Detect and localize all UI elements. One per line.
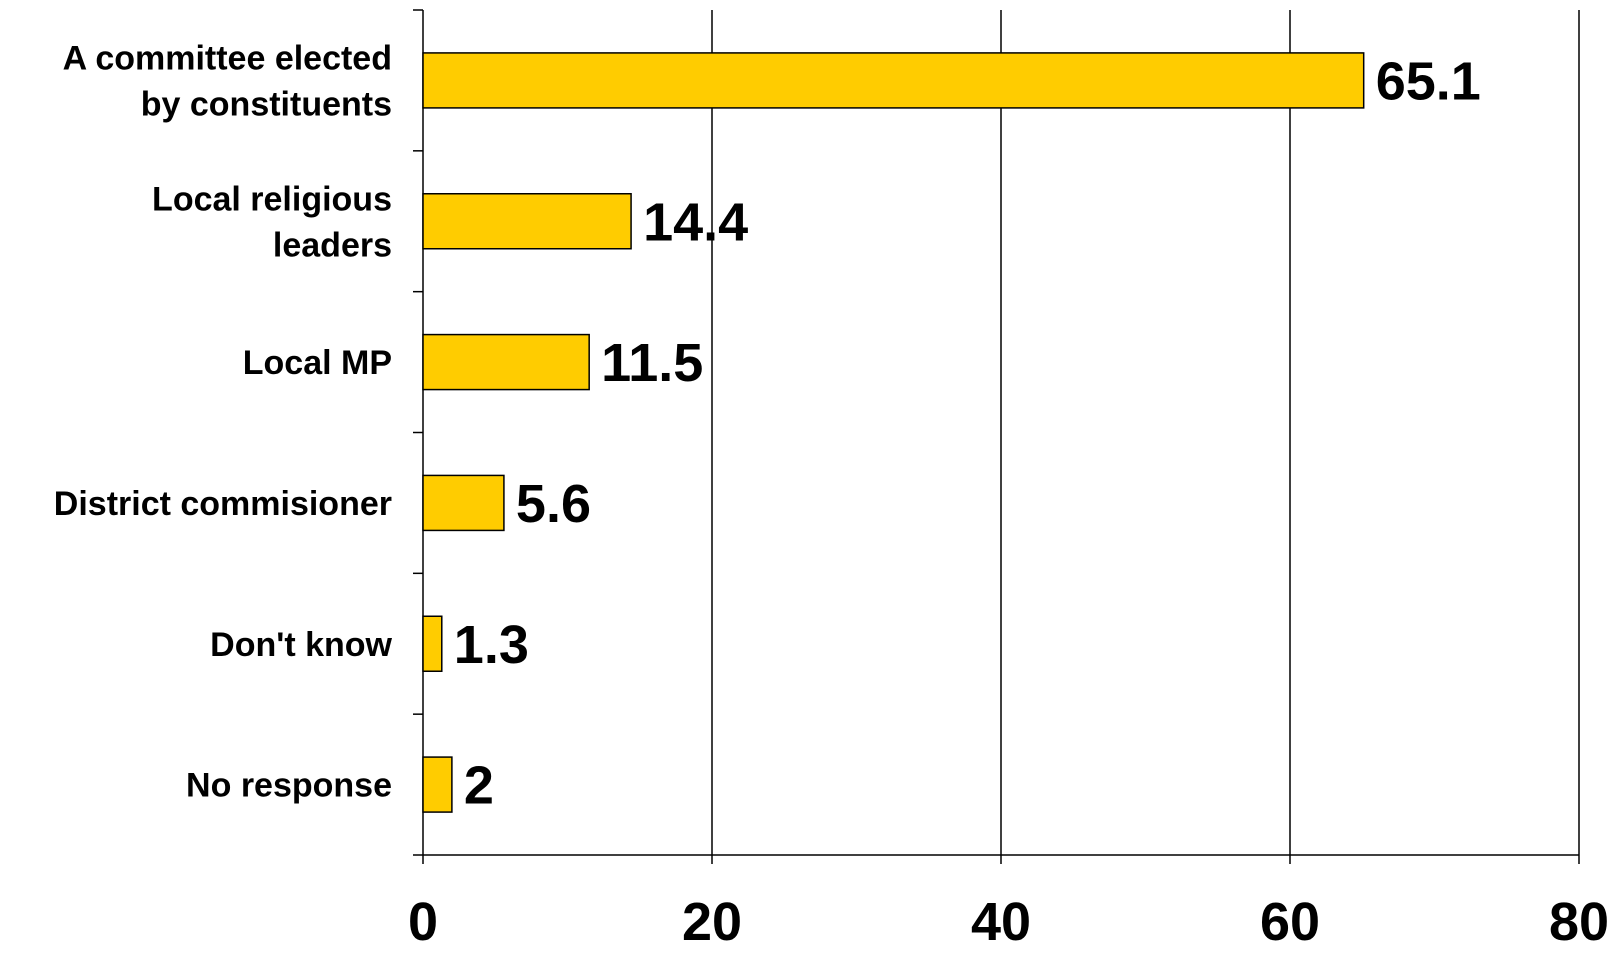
category-label-line: No response: [186, 767, 392, 805]
category-label: No response: [186, 767, 392, 805]
bar: [422, 615, 443, 672]
category-label: Local MP: [243, 344, 392, 382]
bar: [422, 474, 505, 532]
value-label: 2: [464, 756, 494, 816]
value-label: 11.5: [601, 333, 703, 393]
bar: [422, 193, 632, 250]
category-label-line: Don't know: [210, 626, 392, 664]
labels: 0 20 40 60 80 65.1 A committee elected by const…: [54, 39, 1609, 952]
category-label-line: leaders: [273, 226, 392, 264]
value-label: 5.6: [516, 474, 591, 534]
category-label-line: Local MP: [243, 344, 392, 382]
category-label-line: by constituents: [141, 85, 392, 123]
x-tick-label: 60: [1260, 892, 1320, 952]
value-label: 14.4: [643, 192, 748, 252]
category-label-line: Local religious: [152, 180, 392, 218]
value-label: 65.1: [1376, 51, 1481, 111]
x-tick-label: 80: [1549, 892, 1609, 952]
category-label-line: A committee elected: [63, 39, 392, 77]
x-tick-label: 20: [682, 892, 742, 952]
value-label: 1.3: [454, 615, 529, 675]
x-tick-label: 0: [408, 892, 438, 952]
axes: [413, 9, 1580, 864]
bar: [422, 333, 590, 391]
bar: [422, 52, 1365, 109]
bars: [422, 52, 1365, 813]
category-label: Local religious leaders: [152, 180, 392, 264]
category-label: Don't know: [210, 626, 392, 664]
category-label: A committee elected by constituents: [63, 39, 392, 123]
category-label-line: District commisioner: [54, 485, 392, 523]
x-tick-label: 40: [971, 892, 1031, 952]
bar: [422, 756, 453, 813]
gridlines: [711, 10, 1580, 855]
category-label: District commisioner: [54, 485, 392, 523]
